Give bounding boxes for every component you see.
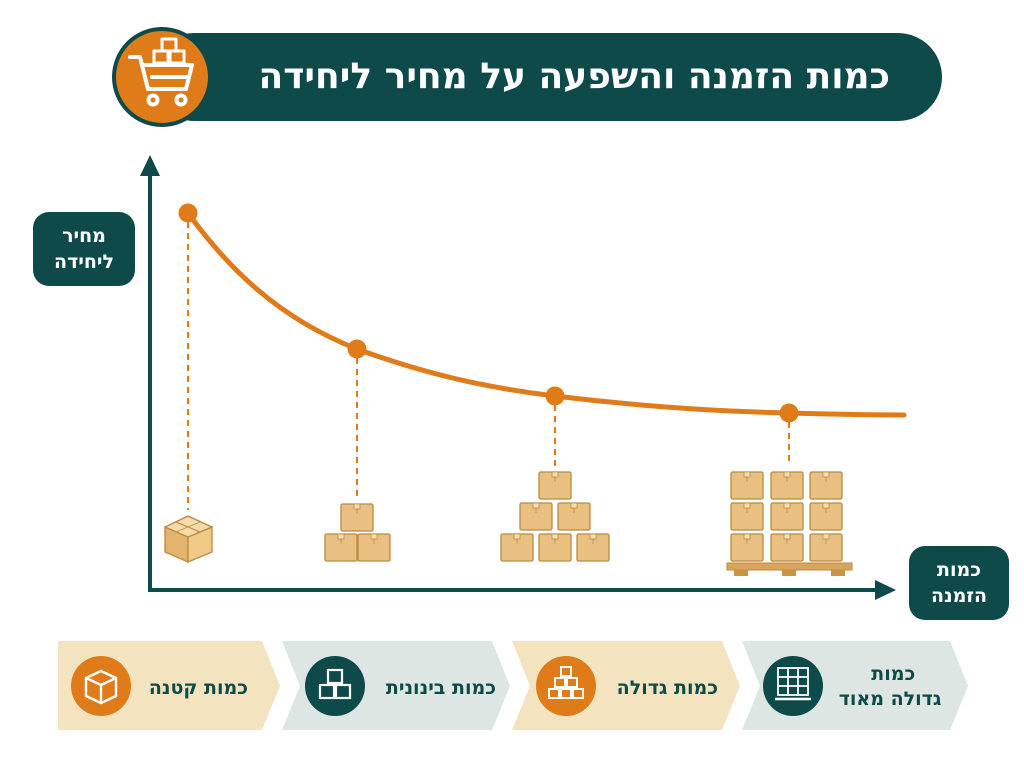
x-axis-arrow <box>875 580 896 600</box>
tier-small-label: כמות קטנה <box>149 677 248 699</box>
y-axis-label: מחיר ליחידה <box>33 212 135 286</box>
single-box-icon <box>84 669 118 705</box>
y-axis-arrow <box>140 155 160 176</box>
box-pyramid-illustration <box>500 471 610 562</box>
pallet-illustration <box>726 471 853 576</box>
x-axis-label: כמות הזמנה <box>909 546 1009 620</box>
curve-point-medium <box>347 339 367 359</box>
tier-medium-label: כמות בינונית <box>386 677 496 699</box>
tier-very-large-label-line-2: גדולה מאוד <box>839 688 942 710</box>
box-pyramid-icon <box>548 666 584 699</box>
x-axis-label-line-2: הזמנה <box>930 585 988 607</box>
curve-point-very-large <box>779 403 799 423</box>
curve-point-large <box>545 386 565 406</box>
y-axis-label-line-1: מחיר <box>62 225 106 247</box>
page-title: כמות הזמנה והשפעה על מחיר ליחידה <box>258 56 891 97</box>
drop-lines <box>187 222 790 510</box>
price-curve <box>185 210 907 418</box>
tier-medium: כמות בינונית <box>282 641 510 730</box>
axes <box>140 155 896 600</box>
x-axis-label-line-1: כמות <box>937 559 982 581</box>
tier-legend: כמות קטנה כמות בינונית כמות ג <box>58 641 968 730</box>
shopping-cart-icon <box>128 37 194 107</box>
tier-very-large-label: כמות גדולה מאוד <box>839 663 942 710</box>
single-box-illustration <box>163 515 214 563</box>
curve-points <box>178 203 799 423</box>
title-banner: כמות הזמנה והשפעה על מחיר ליחידה <box>150 33 942 121</box>
curve-point-small <box>178 203 198 223</box>
tier-very-large: כמות גדולה מאוד <box>742 641 968 730</box>
tier-very-large-label-line-1: כמות <box>871 663 915 685</box>
three-boxes-illustration <box>324 503 391 562</box>
pallet-icon <box>775 667 811 701</box>
cart-badge <box>112 27 212 127</box>
three-boxes-icon <box>318 668 352 700</box>
tier-large-label: כמות גדולה <box>617 677 718 699</box>
tier-large: כמות גדולה <box>512 641 740 730</box>
y-axis-label-line-2: ליחידה <box>54 251 114 273</box>
tier-small: כמות קטנה <box>58 641 280 730</box>
